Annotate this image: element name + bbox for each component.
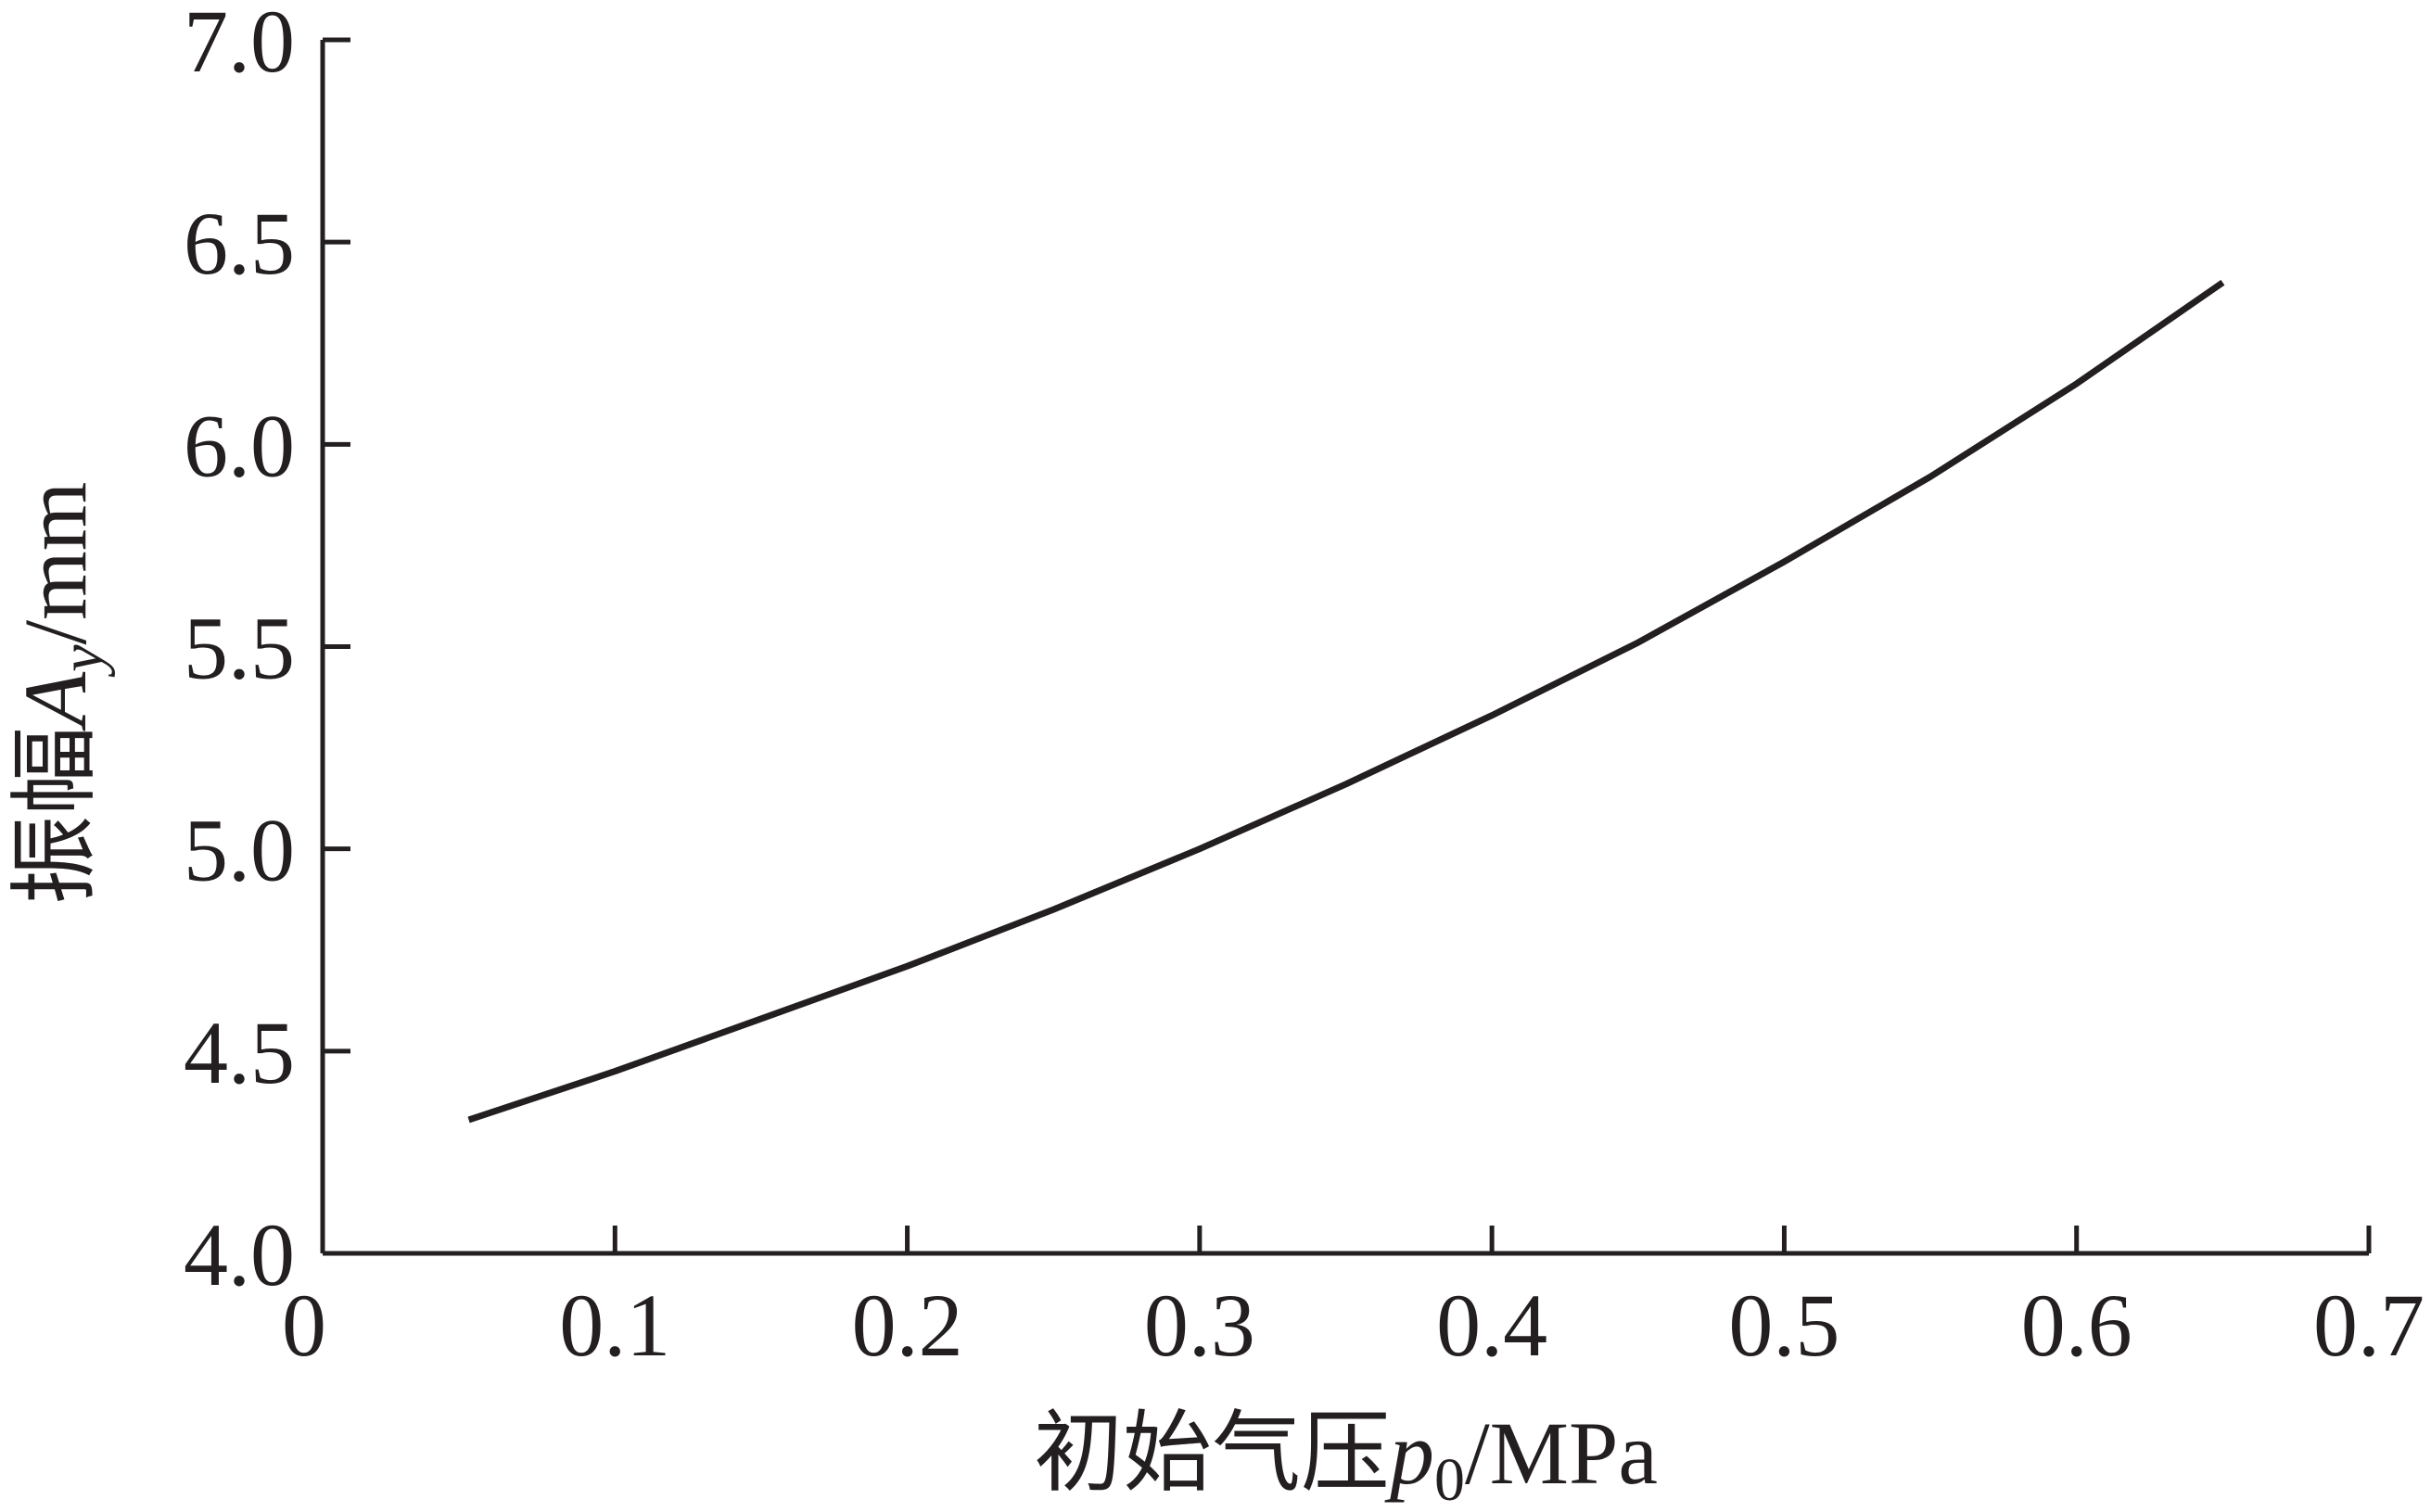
y-tick-label: 4.0 — [184, 1205, 295, 1304]
series — [467, 279, 2225, 1124]
y-tick-label: 4.5 — [184, 1003, 295, 1102]
y-axis-title-subscript: y — [48, 644, 116, 678]
x-tick-label: 0.6 — [2021, 1276, 2132, 1375]
y-tick-label: 5.0 — [184, 801, 295, 900]
ticks: 4.0 4.5 5.0 5.5 6.0 6.5 7.0 0 0.1 0.2 0.3 0.4 0.5 0.6… — [184, 0, 2425, 1375]
x-tick-label: 0.1 — [559, 1276, 670, 1375]
x-tick-label: 0.3 — [1144, 1276, 1255, 1375]
x-tick-label: 0.7 — [2313, 1276, 2425, 1375]
x-tick-label: 0 — [282, 1276, 326, 1375]
y-tick-label: 7.0 — [184, 0, 295, 91]
x-axis-title-unit: /MPa — [1465, 1404, 1658, 1503]
y-axis-title: 振幅Ay/mm — [6, 482, 116, 905]
y-tick-label: 6.5 — [184, 194, 295, 293]
x-tick-label: 0.4 — [1436, 1276, 1547, 1375]
series-line — [467, 279, 2225, 1124]
x-tick-label: 0.2 — [852, 1276, 963, 1375]
x-axis-title-prefix: 初始气压 — [1034, 1404, 1390, 1503]
axes — [320, 40, 2369, 1256]
x-axis-title-subscript: 0 — [1434, 1446, 1465, 1512]
x-tick-label: 0.5 — [1728, 1276, 1839, 1375]
x-axis-title: 初始气压p0/MPa — [1034, 1404, 1658, 1512]
y-axis-title-unit: /mm — [6, 482, 105, 645]
x-axis-title-symbol: p — [1384, 1404, 1434, 1503]
y-axis-title-symbol: A — [6, 671, 105, 731]
y-tick-label: 6.0 — [184, 396, 295, 495]
y-axis-title-prefix: 振幅 — [6, 726, 105, 904]
y-tick-label: 5.5 — [184, 599, 295, 698]
